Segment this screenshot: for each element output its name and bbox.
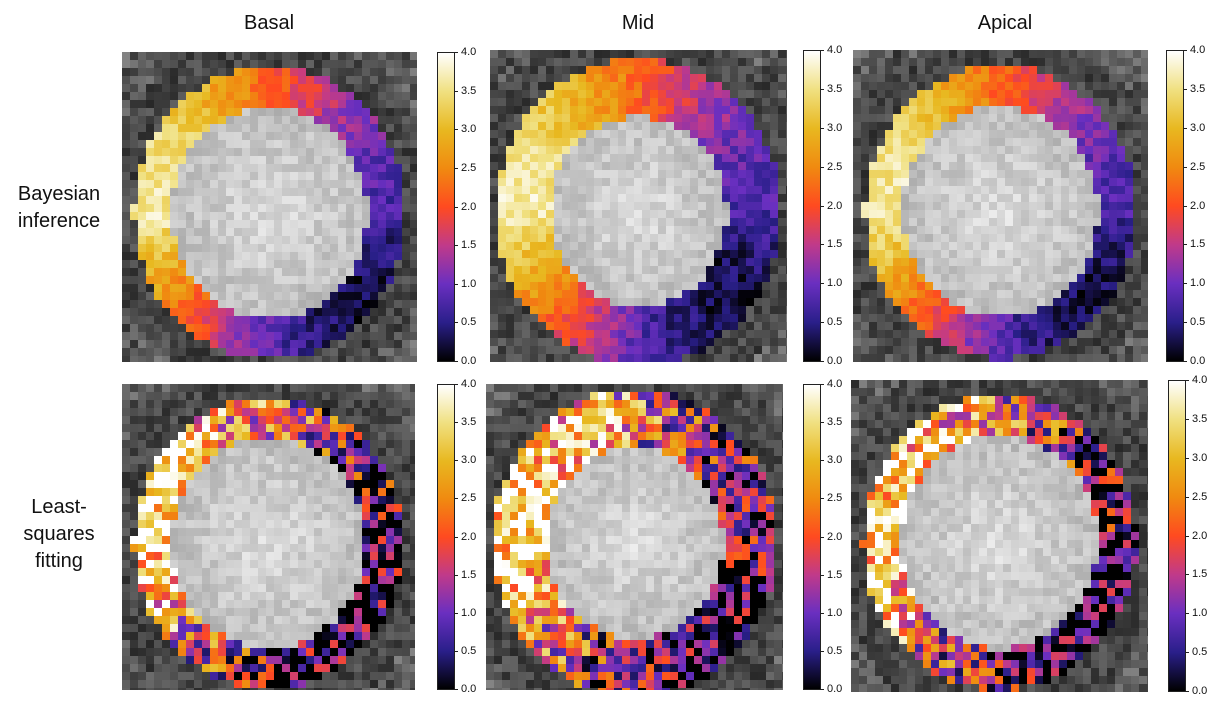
row-label-least-squares: Least- squares fitting xyxy=(0,494,118,575)
colorbar-tick-label: 0.0 xyxy=(1184,685,1207,697)
colorbar-tick-label: 3.0 xyxy=(453,123,476,135)
colorbar-tick-label: 0.0 xyxy=(819,355,842,367)
colorbar-tick-label: 3.5 xyxy=(453,85,476,97)
panel-basal-bayesian xyxy=(122,52,417,362)
mri-image xyxy=(490,50,787,362)
colorbar-tick-label: 1.0 xyxy=(1184,607,1207,619)
colorbar-tick-label: 1.5 xyxy=(453,569,476,581)
mri-image xyxy=(122,52,417,362)
colorbar-tick-label: 4.0 xyxy=(1182,44,1205,56)
colorbar: 4.0 3.5 3.0 2.5 2.0 1.5 1.0 0.5 0.0 xyxy=(437,46,476,367)
colorbar-tick-label: 4.0 xyxy=(453,378,476,390)
colorbar-gradient xyxy=(803,50,821,362)
colorbar-tick-label: 2.5 xyxy=(1184,491,1207,503)
panel-mid-lsq xyxy=(486,384,783,690)
colorbar-tick-label: 2.0 xyxy=(1182,200,1205,212)
mri-image xyxy=(486,384,783,690)
colorbar-tick-label: 3.5 xyxy=(1184,413,1207,425)
colorbar-tick-label: 0.0 xyxy=(453,683,476,695)
colorbar-tick-label: 1.5 xyxy=(1184,568,1207,580)
colorbar-tick-label: 1.5 xyxy=(1182,238,1205,250)
column-title-mid: Mid xyxy=(621,12,655,34)
colorbar-tick-label: 3.0 xyxy=(453,454,476,466)
row-label-bayesian: Bayesian inference xyxy=(0,181,118,235)
colorbar-tick-label: 3.5 xyxy=(1182,83,1205,95)
row-label-line: inference xyxy=(17,210,101,232)
colorbar-gradient xyxy=(803,384,821,690)
row-label-line: Least- xyxy=(31,496,87,518)
column-title-basal: Basal xyxy=(243,12,295,34)
colorbar: 4.0 3.5 3.0 2.5 2.0 1.5 1.0 0.5 0.0 xyxy=(803,44,842,367)
colorbar-tick-label: 2.0 xyxy=(819,531,842,543)
colorbar-tick-label: 2.5 xyxy=(453,162,476,174)
colorbar-tick-label: 1.5 xyxy=(819,569,842,581)
colorbar-tick-label: 1.0 xyxy=(453,278,476,290)
colorbar-tick-label: 2.0 xyxy=(453,531,476,543)
panel-mid-bayesian xyxy=(490,50,787,362)
colorbar-tick-label: 0.0 xyxy=(1182,355,1205,367)
colorbar-tick-label: 1.0 xyxy=(1182,277,1205,289)
colorbar-tick-label: 3.0 xyxy=(1182,122,1205,134)
colorbar-tick-label: 2.0 xyxy=(1184,530,1207,542)
colorbar-tick-label: 2.5 xyxy=(453,492,476,504)
colorbar-tick-label: 4.0 xyxy=(819,378,842,390)
colorbar-tick-label: 2.5 xyxy=(1182,161,1205,173)
colorbar-tick-label: 3.0 xyxy=(819,122,842,134)
panel-apical-lsq xyxy=(851,380,1148,692)
colorbar-tick-label: 3.0 xyxy=(819,454,842,466)
colorbar-tick-label: 0.5 xyxy=(453,316,476,328)
colorbar-tick-label: 1.5 xyxy=(819,238,842,250)
row-label-line: Bayesian xyxy=(17,183,101,205)
mri-image xyxy=(122,384,415,690)
colorbar-tick-label: 0.5 xyxy=(453,645,476,657)
row-label-line: fitting xyxy=(35,550,83,572)
colorbar: 4.0 3.5 3.0 2.5 2.0 1.5 1.0 0.5 0.0 xyxy=(803,378,842,695)
colorbar-tick-label: 3.5 xyxy=(453,416,476,428)
colorbar-tick-label: 4.0 xyxy=(819,44,842,56)
colorbar-tick-label: 2.0 xyxy=(819,200,842,212)
column-title-apical: Apical xyxy=(977,12,1033,34)
mri-image xyxy=(853,50,1148,362)
colorbar-gradient xyxy=(437,52,455,362)
colorbar-tick-label: 0.0 xyxy=(453,355,476,367)
colorbar-tick-label: 0.5 xyxy=(819,316,842,328)
panel-apical-bayesian xyxy=(853,50,1148,362)
colorbar-tick-label: 3.5 xyxy=(819,416,842,428)
colorbar-tick-label: 0.5 xyxy=(1184,646,1207,658)
colorbar: 4.0 3.5 3.0 2.5 2.0 1.5 1.0 0.5 0.0 xyxy=(1168,374,1207,697)
colorbar-gradient xyxy=(1166,50,1184,362)
colorbar-tick-label: 3.5 xyxy=(819,83,842,95)
colorbar-gradient xyxy=(437,384,455,690)
colorbar-tick-label: 2.5 xyxy=(819,161,842,173)
colorbar-tick-label: 2.0 xyxy=(453,201,476,213)
colorbar: 4.0 3.5 3.0 2.5 2.0 1.5 1.0 0.5 0.0 xyxy=(1166,44,1205,367)
colorbar-tick-label: 0.0 xyxy=(819,683,842,695)
colorbar: 4.0 3.5 3.0 2.5 2.0 1.5 1.0 0.5 0.0 xyxy=(437,378,476,695)
mri-image xyxy=(851,380,1148,692)
colorbar-tick-label: 1.0 xyxy=(819,277,842,289)
colorbar-tick-label: 1.5 xyxy=(453,239,476,251)
colorbar-tick-label: 0.5 xyxy=(819,645,842,657)
colorbar-tick-label: 2.5 xyxy=(819,492,842,504)
row-label-line: squares xyxy=(23,523,95,545)
colorbar-tick-label: 4.0 xyxy=(453,46,476,58)
colorbar-tick-label: 0.5 xyxy=(1182,316,1205,328)
colorbar-tick-label: 1.0 xyxy=(453,607,476,619)
colorbar-tick-label: 3.0 xyxy=(1184,452,1207,464)
colorbar-tick-label: 1.0 xyxy=(819,607,842,619)
colorbar-tick-label: 4.0 xyxy=(1184,374,1207,386)
panel-basal-lsq xyxy=(122,384,415,690)
colorbar-gradient xyxy=(1168,380,1186,692)
